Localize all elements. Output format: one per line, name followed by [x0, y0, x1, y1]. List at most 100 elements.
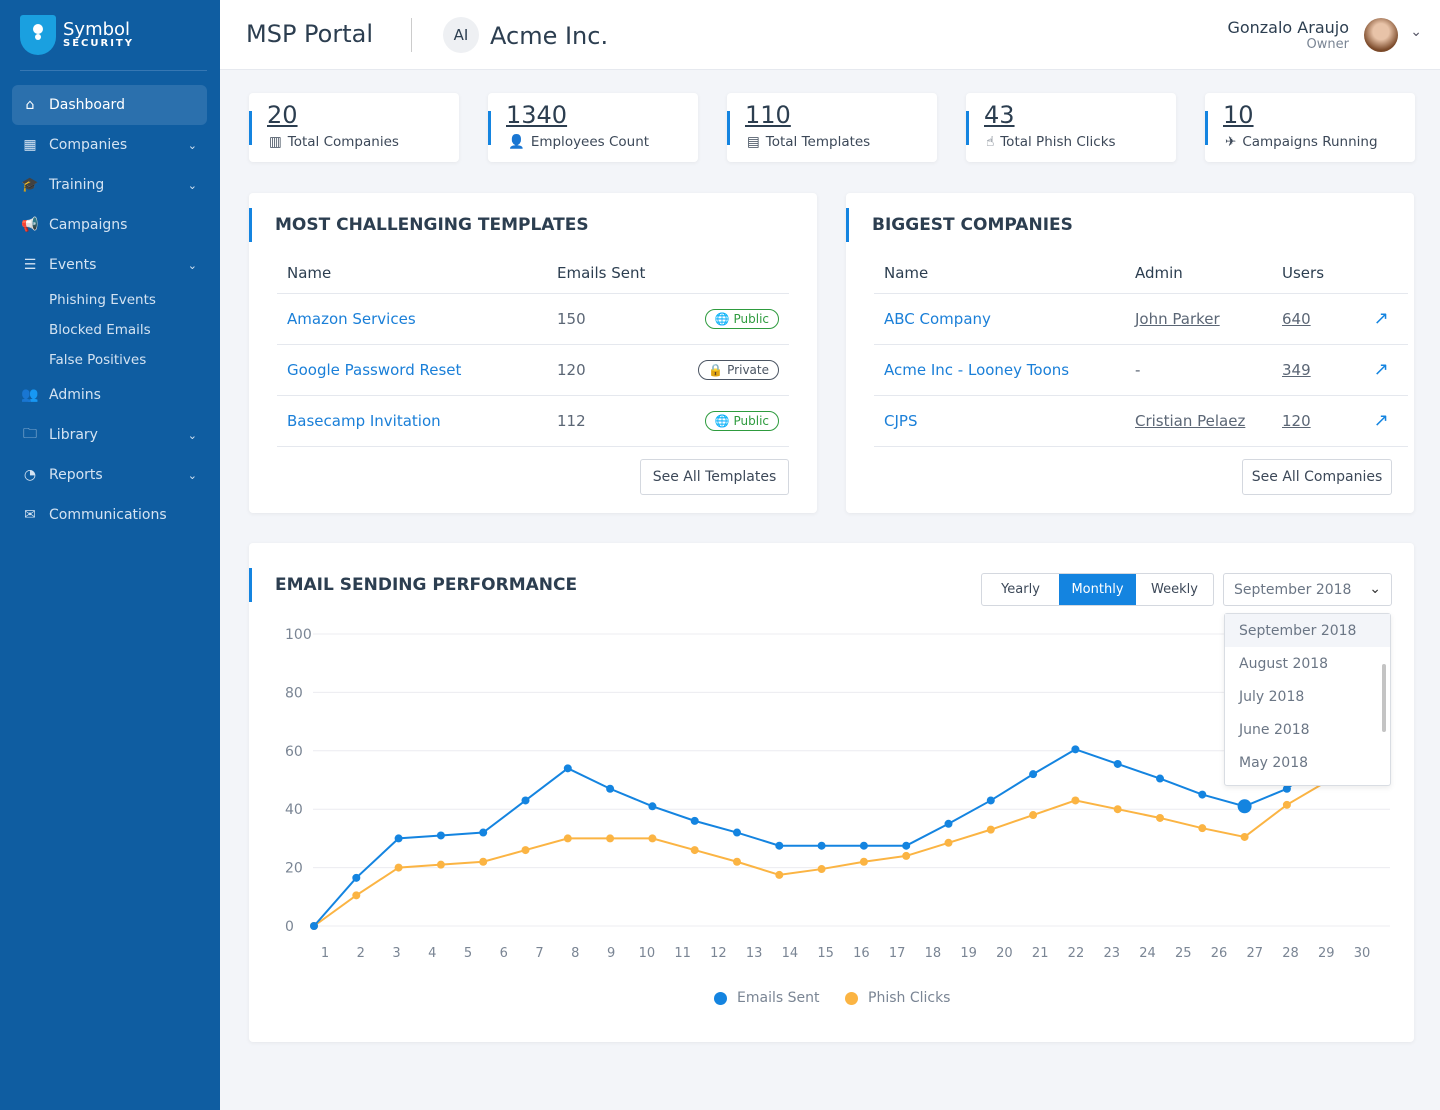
data-point[interactable]: [944, 838, 953, 847]
see-all-templates-button[interactable]: See All Templates: [640, 459, 789, 495]
sidebar-item-training[interactable]: 🎓 Training ⌄: [12, 165, 207, 205]
data-point[interactable]: [606, 834, 615, 843]
sidebar-item-companies[interactable]: ▦ Companies ⌄: [12, 125, 207, 165]
data-point[interactable]: [479, 857, 488, 866]
data-point[interactable]: [902, 851, 911, 860]
data-point[interactable]: [310, 922, 318, 930]
month-option[interactable]: May 2018: [1239, 754, 1309, 771]
data-point[interactable]: [859, 857, 868, 866]
data-point[interactable]: [817, 865, 826, 874]
user-menu[interactable]: Gonzalo Araujo Owner: [1227, 18, 1349, 52]
data-point[interactable]: [1237, 799, 1252, 814]
x-tick-label: 6: [500, 946, 508, 961]
companies-panel: BIGGEST COMPANIES Name Admin Users ABC Com…: [846, 193, 1414, 513]
data-point[interactable]: [479, 828, 488, 837]
external-link-icon[interactable]: ↗: [1363, 395, 1408, 447]
data-point[interactable]: [733, 828, 741, 837]
company-link[interactable]: ABC Company: [884, 309, 991, 328]
sidebar-subitem[interactable]: Blocked Emails: [49, 322, 151, 338]
data-point[interactable]: [859, 841, 868, 850]
sidebar-item-admins[interactable]: 👥 Admins: [12, 375, 207, 415]
data-point[interactable]: [394, 834, 403, 843]
sidebar-item-dashboard[interactable]: ⌂ Dashboard: [12, 85, 207, 125]
month-option[interactable]: August 2018: [1239, 655, 1329, 672]
data-point[interactable]: [606, 784, 615, 793]
period-toggle: Yearly Monthly Weekly: [981, 573, 1214, 606]
data-point[interactable]: [986, 796, 995, 805]
data-point[interactable]: [352, 873, 361, 882]
period-yearly[interactable]: Yearly: [1001, 582, 1040, 597]
scrollbar[interactable]: [1382, 664, 1386, 732]
sidebar-item-library[interactable]: 🗀 Library ⌄: [12, 415, 207, 455]
data-point[interactable]: [1029, 811, 1038, 820]
data-point[interactable]: [1282, 800, 1291, 809]
period-weekly[interactable]: Weekly: [1151, 582, 1198, 597]
sidebar-item-campaigns[interactable]: 📢 Campaigns: [12, 205, 207, 245]
data-point[interactable]: [775, 870, 784, 879]
data-point[interactable]: [1071, 745, 1080, 754]
users-link[interactable]: 120: [1282, 411, 1311, 430]
data-point[interactable]: [902, 841, 911, 850]
template-link[interactable]: Amazon Services: [287, 309, 416, 328]
data-point[interactable]: [1198, 824, 1207, 833]
sidebar-item-reports[interactable]: ◔ Reports ⌄: [12, 455, 207, 495]
company-link[interactable]: Acme Inc - Looney Toons: [884, 360, 1070, 379]
data-point[interactable]: [1198, 790, 1207, 799]
data-point[interactable]: [521, 796, 530, 805]
data-point[interactable]: [563, 834, 572, 843]
data-point[interactable]: [394, 863, 403, 872]
month-option[interactable]: September 2018: [1225, 614, 1390, 647]
data-point[interactable]: [436, 860, 445, 869]
month-option[interactable]: June 2018: [1239, 721, 1310, 738]
data-point[interactable]: [1113, 759, 1122, 768]
data-point[interactable]: [986, 825, 995, 834]
data-point[interactable]: [817, 841, 826, 850]
stat-value[interactable]: 110: [745, 101, 791, 129]
data-point[interactable]: [733, 857, 741, 866]
template-link[interactable]: Google Password Reset: [287, 360, 462, 379]
data-point[interactable]: [563, 764, 572, 773]
sidebar-item-communications[interactable]: ✉ Communications: [12, 495, 207, 535]
month-select[interactable]: September 2018 ⌄: [1223, 573, 1392, 606]
sidebar-subitem[interactable]: False Positives: [49, 352, 147, 368]
user-avatar[interactable]: [1364, 18, 1398, 52]
data-point[interactable]: [648, 802, 657, 811]
sidebar-subitem[interactable]: Phishing Events: [49, 292, 156, 308]
x-tick-label: 30: [1354, 946, 1371, 961]
see-all-companies-button[interactable]: See All Companies: [1242, 459, 1392, 495]
logo[interactable]: Symbol SECURITY: [20, 15, 134, 55]
legend-phish-clicks[interactable]: Phish Clicks: [845, 990, 950, 1006]
data-point[interactable]: [944, 819, 953, 828]
data-point[interactable]: [1156, 813, 1164, 822]
stat-value[interactable]: 1340: [506, 101, 568, 129]
data-point[interactable]: [1156, 774, 1164, 783]
users-link[interactable]: 349: [1282, 360, 1311, 379]
chevron-down-icon[interactable]: ⌄: [1410, 24, 1422, 40]
stat-value[interactable]: 43: [984, 101, 1015, 129]
data-point[interactable]: [775, 841, 784, 850]
users-link[interactable]: 640: [1282, 309, 1311, 328]
company-link[interactable]: CJPS: [884, 411, 918, 430]
legend-emails-sent[interactable]: Emails Sent: [714, 990, 819, 1006]
admin-link[interactable]: Cristian Pelaez: [1135, 411, 1246, 430]
period-monthly[interactable]: Monthly: [1059, 574, 1136, 605]
data-point[interactable]: [436, 831, 445, 840]
data-point[interactable]: [690, 846, 699, 855]
stat-value[interactable]: 20: [267, 101, 298, 129]
data-point[interactable]: [352, 891, 361, 900]
sidebar-item-events[interactable]: ☰ Events ⌄: [12, 245, 207, 285]
data-point[interactable]: [521, 846, 530, 855]
stat-value[interactable]: 10: [1223, 101, 1254, 129]
data-point[interactable]: [1113, 805, 1122, 814]
data-point[interactable]: [1240, 832, 1249, 841]
template-link[interactable]: Basecamp Invitation: [287, 411, 441, 430]
admin-link[interactable]: John Parker: [1135, 309, 1220, 328]
data-point[interactable]: [1071, 796, 1080, 805]
external-link-icon[interactable]: ↗: [1363, 344, 1408, 396]
month-option[interactable]: July 2018: [1239, 688, 1305, 705]
data-point[interactable]: [1029, 770, 1038, 779]
data-point[interactable]: [690, 816, 699, 825]
external-link-icon[interactable]: ↗: [1363, 293, 1408, 345]
data-point[interactable]: [1282, 784, 1291, 793]
data-point[interactable]: [648, 834, 657, 843]
